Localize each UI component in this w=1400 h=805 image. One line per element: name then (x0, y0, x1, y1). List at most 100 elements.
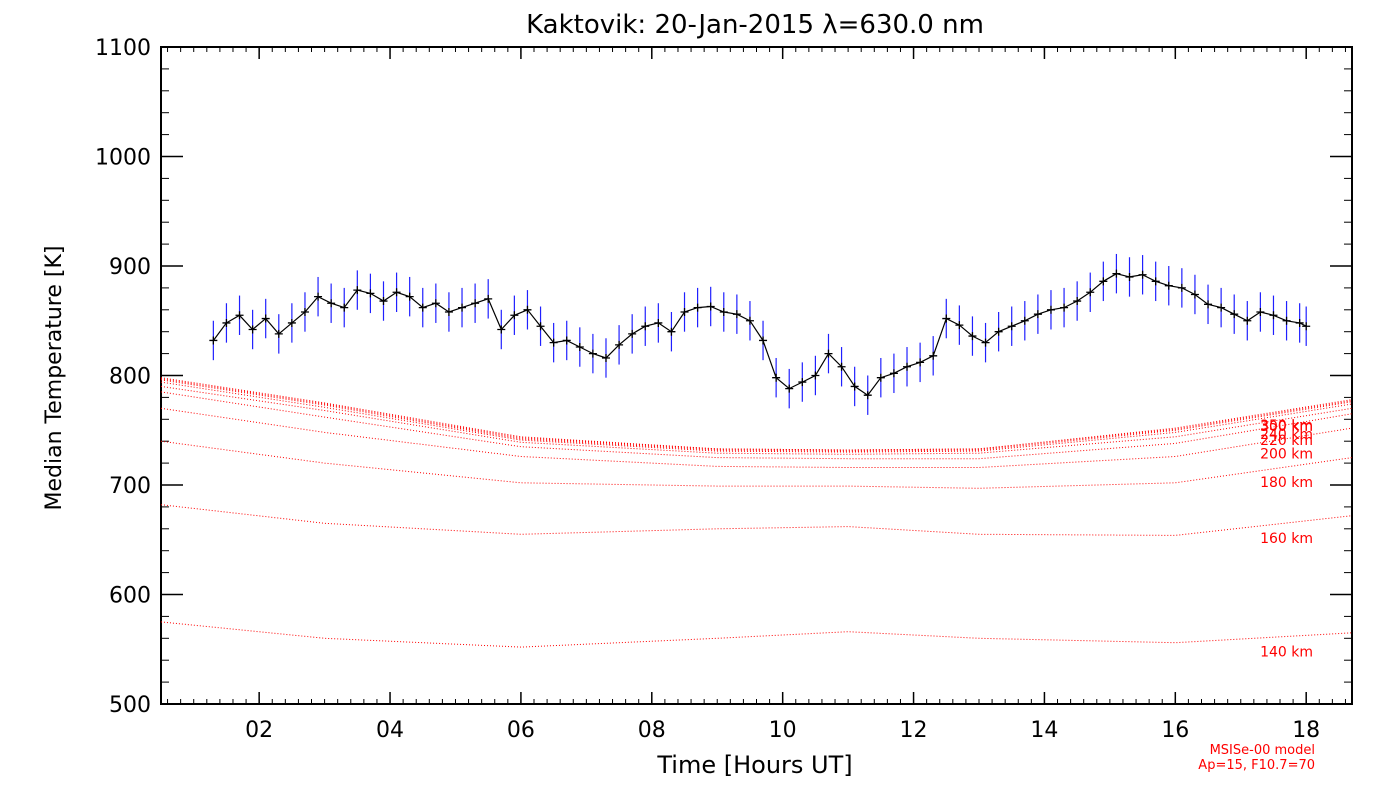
model-curve (161, 379, 1352, 452)
data-point-marker (903, 362, 912, 371)
y-tick-label: 700 (109, 474, 151, 499)
data-point-marker (719, 307, 728, 316)
y-tick-label: 900 (109, 255, 151, 280)
data-point-marker (628, 329, 637, 338)
model-curve (161, 391, 1352, 460)
model-curve-label: 300 km (1260, 419, 1313, 435)
data-point-marker (994, 327, 1003, 336)
data-point-marker (850, 382, 859, 391)
data-point-marker (955, 321, 964, 330)
data-point-marker (248, 325, 257, 334)
data-point-marker (471, 299, 480, 308)
y-tick-label: 500 (109, 693, 151, 718)
model-curve (161, 504, 1352, 536)
data-point-marker (1243, 316, 1252, 325)
data-point-marker (379, 297, 388, 306)
data-point-marker (1033, 310, 1042, 319)
data-point-marker (1190, 290, 1199, 299)
data-point-marker (1046, 305, 1055, 314)
model-curve (161, 621, 1352, 648)
chart-title: Kaktovik: 20-Jan-2015 λ=630.0 nm (526, 10, 984, 40)
data-point-marker (680, 307, 689, 316)
model-curve-label: 180 km (1260, 475, 1313, 491)
data-point-marker (1256, 307, 1265, 316)
y-tick-label: 800 (109, 365, 151, 390)
model-curve (161, 440, 1352, 489)
data-point-marker (772, 373, 781, 382)
data-point-marker (1125, 272, 1134, 281)
data-point-marker (274, 329, 283, 338)
data-point-marker (314, 292, 323, 301)
data-point-marker (745, 316, 754, 325)
model-curve (161, 407, 1352, 468)
data-point-marker (1099, 277, 1108, 286)
model-curve-label: 200 km (1260, 447, 1313, 463)
data-point-marker (431, 299, 440, 308)
data-point-marker (340, 303, 349, 312)
data-point-marker (1151, 277, 1160, 286)
model-curve (161, 381, 1352, 453)
data-point-marker (876, 373, 885, 382)
data-point-marker (1020, 316, 1029, 325)
data-point-marker (1177, 283, 1186, 292)
data-point-marker (1282, 316, 1291, 325)
model-curve-label: 350 km (1260, 418, 1313, 434)
y-tick-label: 1000 (95, 146, 151, 171)
model-curve (161, 385, 1352, 455)
model-curve (161, 377, 1352, 451)
x-tick-label: 08 (638, 718, 666, 743)
data-point-marker (1230, 310, 1239, 319)
data-point-marker (916, 358, 925, 367)
data-point-marker (536, 322, 545, 331)
data-point-marker (1086, 288, 1095, 297)
x-tick-label: 16 (1161, 718, 1189, 743)
x-tick-label: 12 (900, 718, 928, 743)
data-point-marker (667, 327, 676, 336)
data-point-marker (968, 332, 977, 341)
data-point-marker (759, 336, 768, 345)
data-point-marker (981, 338, 990, 347)
model-annotation-line1: MSISe-00 model (1210, 743, 1315, 758)
data-point-marker (1269, 311, 1278, 320)
data-point-marker (824, 349, 833, 358)
x-tick-label: 04 (376, 718, 404, 743)
data-point-marker (549, 338, 558, 347)
data-point-marker (889, 369, 898, 378)
data-point-marker (418, 303, 427, 312)
data-point-marker (798, 378, 807, 387)
y-axis-label: Median Temperature [K] (42, 246, 67, 511)
data-point-marker (444, 307, 453, 316)
model-curve-label: 240 km (1260, 427, 1313, 443)
model-curve-label: 220 km (1260, 433, 1313, 449)
data-point-marker (575, 343, 584, 352)
model-curve (161, 378, 1352, 451)
x-tick-label: 10 (769, 718, 797, 743)
data-point-marker (1060, 303, 1069, 312)
data-point-marker (235, 311, 244, 320)
data-point-marker (1007, 322, 1016, 331)
model-annotation-line2: Ap=15, F10.7=70 (1198, 758, 1315, 773)
data-point-marker (300, 307, 309, 316)
data-point-marker (1073, 297, 1082, 306)
data-point-marker (942, 314, 951, 323)
data-point-marker (261, 314, 270, 323)
data-point-marker (510, 311, 519, 320)
data-point-marker (654, 318, 663, 327)
data-point-marker (1112, 269, 1121, 278)
data-point-marker (353, 286, 362, 295)
x-tick-label: 02 (245, 718, 273, 743)
data-point-marker (497, 325, 506, 334)
data-point-marker (732, 310, 741, 319)
model-curve-label: 160 km (1260, 531, 1313, 547)
data-point-marker (601, 353, 610, 362)
data-point-marker (405, 292, 414, 301)
data-point-marker (222, 318, 231, 327)
data-point-marker (392, 288, 401, 297)
data-point-marker (929, 351, 938, 360)
data-point-marker (366, 289, 375, 298)
data-point-marker (1138, 270, 1147, 279)
data-point-marker (863, 391, 872, 400)
y-tick-label: 600 (109, 584, 151, 609)
data-point-marker (327, 299, 336, 308)
